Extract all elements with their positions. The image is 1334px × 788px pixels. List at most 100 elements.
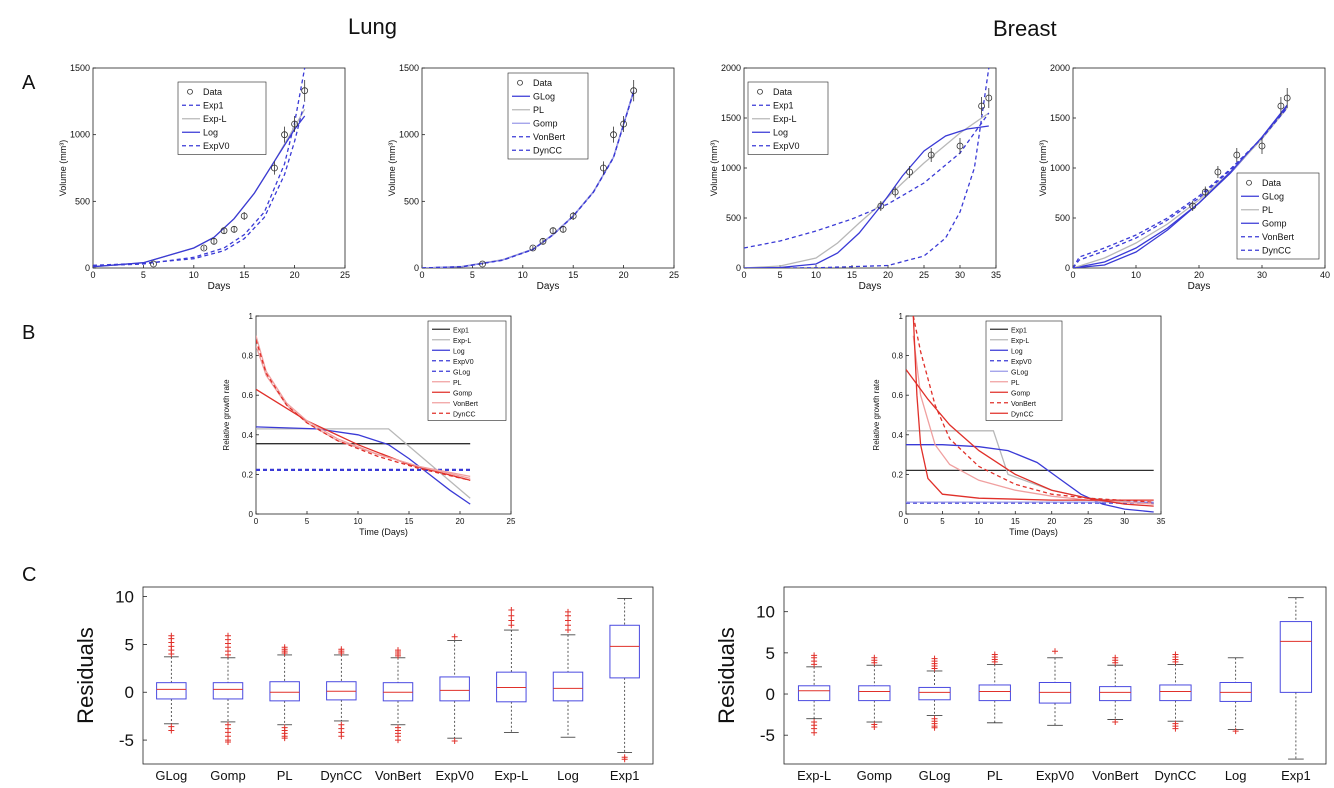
breastB-ytick-label-4: 0.8 [892, 352, 904, 361]
lungC-glog-box [156, 682, 187, 700]
lungB-ytick-label-5: 1 [249, 312, 254, 321]
lungA2-legend-label-pl: PL [533, 105, 544, 115]
breastB-xtick-label-3: 15 [1011, 517, 1020, 526]
breastC-exp-l-box [797, 685, 831, 702]
lungC-vonbert-category-label: VonBert [375, 768, 422, 783]
breastC-ytick-label-3: 10 [756, 603, 775, 622]
breastA1-series-expv0 [744, 112, 990, 249]
lungA1-data-point-0 [150, 260, 157, 268]
lungA1-ytick-label-2: 1000 [70, 130, 90, 140]
lungA2-legend-label-gomp: Gomp [533, 118, 558, 128]
breastA1-series-exp1 [744, 68, 990, 268]
breastA1-xtick-label-3: 15 [847, 270, 857, 280]
breastC-pl-outlier-3 [991, 651, 998, 658]
lungC-exp-l-outlier-2 [508, 612, 515, 619]
breastC-ytick-label-2: 5 [766, 644, 775, 663]
breastB-ytick-label-2: 0.4 [892, 431, 904, 440]
breastA2-data-point-0 [1189, 202, 1197, 210]
breastA1-xtick-label-5: 25 [919, 270, 929, 280]
lungA1-legend-label-exp1: Exp1 [203, 100, 224, 110]
lungA2-legend-label-glog: GLog [533, 91, 555, 101]
panel-label-c: C [22, 564, 37, 586]
breastB-ytick-label-1: 0.2 [892, 470, 904, 479]
breastC-exp1-box [1279, 621, 1313, 693]
breastA1-xtick-label-6: 30 [955, 270, 965, 280]
breastA2-ytick-label-2: 1000 [1050, 163, 1070, 173]
breastC-glog-box [918, 686, 951, 701]
breastA2-ytick-label-1: 500 [1055, 213, 1070, 223]
lungA1-xtick-label-4: 20 [290, 270, 300, 280]
breastA2-ytick-label-3: 1500 [1050, 113, 1070, 123]
lungA1-data-point-5 [240, 212, 248, 220]
lungC-pl-category-label: PL [277, 768, 293, 783]
breastA2-data-point-1 [1201, 188, 1209, 196]
lungB-legend-label-gomp: Gomp [453, 390, 472, 397]
breastA2-data-point-5 [1277, 102, 1285, 110]
lungA1-axes-frame [92, 67, 346, 269]
lungC-glog-category-label: GLog [155, 768, 187, 783]
lungA1-series-expv0 [93, 101, 306, 266]
breastA1-data-point-5 [978, 102, 985, 110]
breastA2-legend-label-gomp: Gomp [1262, 218, 1287, 228]
lungC-vonbert-outlier-3 [395, 647, 401, 654]
lungC-pl-box [269, 681, 300, 702]
lungA2-data-point-7 [610, 131, 617, 139]
lungB-xtick-label-0: 0 [254, 517, 259, 526]
lungB-series-vonbert [256, 335, 471, 480]
breastA1-xtick-label-1: 5 [777, 270, 782, 280]
lungC-dyncc-outlier-2 [338, 646, 345, 653]
breastC-pl-box [978, 684, 1011, 702]
lungB-xtick-label-5: 25 [507, 517, 516, 526]
column-title-lung: Lung [348, 14, 397, 39]
lungC-exp-l-outlier-3 [508, 606, 515, 613]
breastC-vonbert-category-label: VonBert [1092, 768, 1139, 783]
lungA1-xtick-label-1: 5 [141, 270, 146, 280]
breastC-exp-l-outlier-7 [811, 729, 818, 736]
breastC-exp-l-outlier-3 [811, 652, 818, 659]
breastC-dyncc-outlier-3 [1172, 651, 1179, 658]
breastB-legend-label-expv0: ExpV0 [1011, 359, 1032, 366]
breastA1-legend-label-data: Data [773, 87, 792, 97]
column-title-breast: Breast [993, 16, 1057, 41]
lungB-xtick-label-1: 5 [305, 517, 310, 526]
breastC-glog-category-label: GLog [919, 768, 951, 783]
lungA1-xtick-label-2: 10 [189, 270, 199, 280]
lungB-legend-label-exp-l: Exp-L [453, 338, 471, 345]
breastA2-data-point-4 [1258, 142, 1266, 150]
breastB-xtick-label-4: 20 [1047, 517, 1056, 526]
lungA1-legend-label-data: Data [203, 87, 222, 97]
lungA1-data-point-8 [291, 120, 299, 128]
lungC-glog-outlier-7 [168, 727, 175, 734]
lungA2-ylabel: Volume (mm³) [387, 140, 397, 197]
lungB-legend-label-pl: PL [453, 380, 462, 387]
breastB-ytick-label-0: 0 [899, 510, 904, 519]
lungC-glog-outlier-5 [168, 632, 175, 639]
breastA2-xtick-label-2: 20 [1194, 270, 1204, 280]
breastA1-xtick-label-7: 35 [991, 270, 1001, 280]
lungA2-axes-frame [421, 67, 675, 269]
lungC-dyncc-category-label: DynCC [320, 768, 362, 783]
breastC-exp-l-category-label: Exp-L [797, 768, 831, 783]
lungA2-xtick-label-1: 5 [470, 270, 475, 280]
breastB-series-dyncc [912, 316, 1154, 501]
lungB-legend-label-vonbert: VonBert [453, 401, 478, 408]
lungA2-ytick-label-2: 1000 [399, 130, 419, 140]
breastB-ylabel: Relative growth rate [872, 379, 881, 451]
breastA2-data-point-6 [1283, 94, 1291, 102]
lungC-vonbert-outlier-8 [395, 737, 401, 744]
lungC-expv0-outlier-0 [451, 633, 458, 640]
breastA1-ylabel: Volume (mm³) [709, 140, 719, 197]
breastA2-legend-label-vonbert: VonBert [1262, 232, 1295, 242]
lungA1-xtick-label-0: 0 [90, 270, 95, 280]
breastA2-ytick-label-0: 0 [1065, 263, 1070, 273]
lungA2-data-point-8 [620, 120, 627, 128]
breastA1-xlabel: Days [859, 281, 882, 292]
lungC-ytick-label-0: -5 [119, 731, 134, 750]
breastA1-data-point-2 [906, 168, 913, 176]
breastC-gomp-outlier-4 [871, 723, 878, 730]
breastA1-data-point-4 [956, 142, 964, 150]
breastC-expv0-outlier-0 [1052, 648, 1058, 655]
lungA1-legend-label-exp-l: Exp-L [203, 114, 227, 124]
lungA2-xtick-label-4: 20 [619, 270, 629, 280]
lungA2-data-point-3 [549, 227, 557, 235]
